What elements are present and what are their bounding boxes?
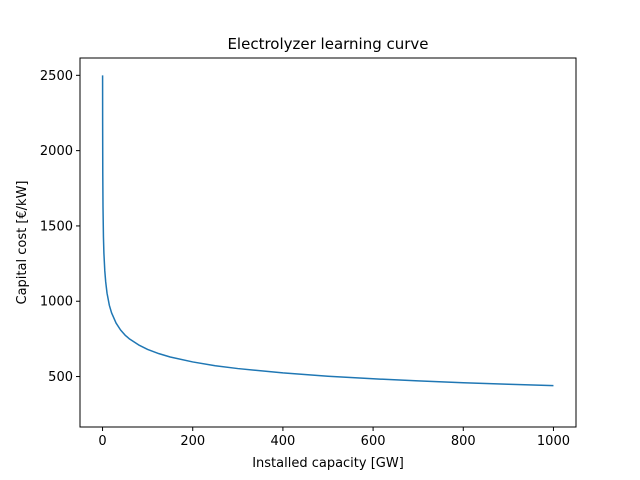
x-axis-ticks: 0 200 400 600 800 1000	[98, 427, 570, 449]
y-axis-ticks: 500 1000 1500 2000 2500	[40, 69, 80, 385]
x-tick-label: 200	[180, 434, 205, 449]
axes-frame	[79, 57, 577, 428]
x-tick-label: 400	[270, 434, 295, 449]
y-tick-label: 1000	[40, 295, 73, 310]
x-tick-label: 800	[451, 434, 476, 449]
series-line-0	[101, 75, 554, 387]
x-tick-label: 600	[361, 434, 386, 449]
y-axis-label: Capital cost [€/kW]	[15, 181, 30, 305]
plot-area	[101, 75, 554, 387]
y-tick-label: 500	[48, 370, 73, 385]
y-tick-label: 2500	[40, 69, 73, 84]
y-tick-label: 1500	[40, 219, 73, 234]
chart-title: Electrolyzer learning curve	[227, 35, 428, 53]
x-tick-label: 1000	[537, 434, 570, 449]
x-axis-label: Installed capacity [GW]	[252, 456, 404, 471]
x-tick-label: 0	[98, 434, 106, 449]
y-tick-label: 2000	[40, 144, 73, 159]
